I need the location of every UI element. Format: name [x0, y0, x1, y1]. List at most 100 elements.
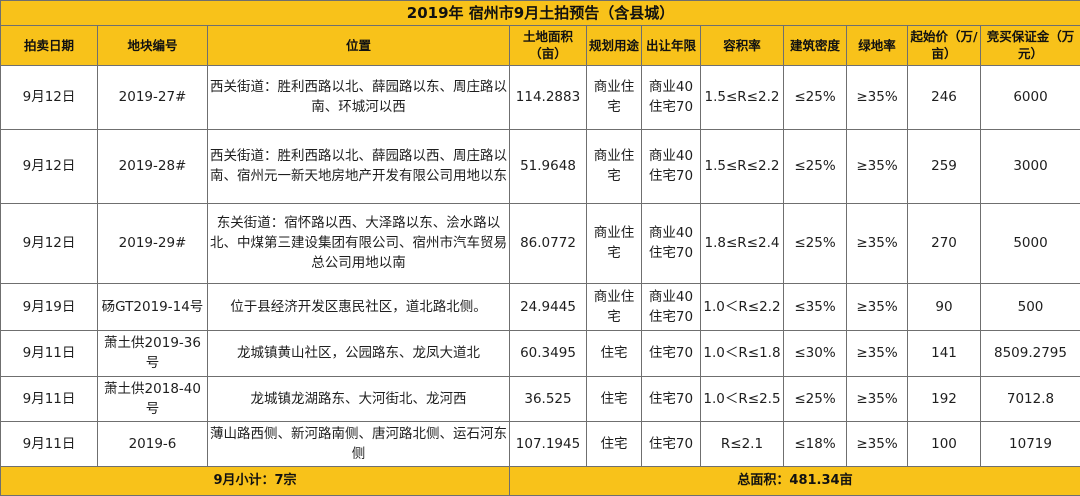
- term-cell: 住宅70: [641, 375, 701, 422]
- table-row: 9月11日 萧土供2019-36号 龙城镇黄山社区，公园路东、龙凤大道北 60.349…: [0, 330, 1080, 377]
- usage-cell: 商业住宅: [586, 282, 642, 332]
- date-cell: 9月11日: [0, 375, 98, 422]
- plot-code-cell: 2019-29#: [97, 202, 208, 284]
- header-usage: 规划用途: [586, 24, 642, 66]
- table-row: 9月12日 2019-29# 东关街道：宿怀路以西、大泽路以东、浍水路以北、中煤第三…: [0, 202, 1080, 284]
- table-title: 2019年 宿州市9月土拍预告（含县城）: [0, 0, 1080, 26]
- density-cell: ≤25%: [783, 202, 847, 284]
- location-cell: 龙城镇黄山社区，公园路东、龙凤大道北: [207, 330, 510, 377]
- plot-ratio-cell: 1.5≤R≤2.2: [700, 64, 784, 130]
- start-price-cell: 100: [907, 420, 981, 468]
- term-cell: 商业40住宅70: [641, 282, 701, 332]
- term-cell: 住宅70: [641, 420, 701, 468]
- area-cell: 114.2883: [509, 64, 587, 130]
- date-cell: 9月11日: [0, 420, 98, 468]
- area-cell: 107.1945: [509, 420, 587, 468]
- plot-code-cell: 2019-27#: [97, 64, 208, 130]
- header-density: 建筑密度: [783, 24, 847, 66]
- area-cell: 60.3495: [509, 330, 587, 377]
- plot-ratio-cell: R≤2.1: [700, 420, 784, 468]
- header-row: 拍卖日期 地块编号 位置 土地面积（亩） 规划用途 出让年限 容积率 建筑密度 绿地率 起始价（万…: [0, 24, 1080, 66]
- green-rate-cell: ≥35%: [846, 202, 908, 284]
- plot-ratio-cell: 1.8≤R≤2.4: [700, 202, 784, 284]
- green-rate-cell: ≥35%: [846, 420, 908, 468]
- deposit-cell: 7012.8: [980, 375, 1080, 422]
- start-price-cell: 270: [907, 202, 981, 284]
- header-plot-code: 地块编号: [97, 24, 208, 66]
- green-rate-cell: ≥35%: [846, 282, 908, 332]
- plot-code-cell: 萧土供2018-40号: [97, 375, 208, 422]
- green-rate-cell: ≥35%: [846, 375, 908, 422]
- table-row: 9月19日 砀GT2019-14号 位于县经济开发区惠民社区，道北路北侧。 24.94…: [0, 282, 1080, 332]
- footer-row: 9月小计：7宗 总面积：481.34亩: [0, 466, 1080, 496]
- table-title-row: 2019年 宿州市9月土拍预告（含县城）: [0, 0, 1080, 26]
- location-cell: 薄山路西侧、新河路南侧、唐河路北侧、运石河东侧: [207, 420, 510, 468]
- deposit-cell: 3000: [980, 128, 1080, 204]
- table-row: 9月11日 2019-6 薄山路西侧、新河路南侧、唐河路北侧、运石河东侧 107.19…: [0, 420, 1080, 468]
- term-cell: 商业40住宅70: [641, 202, 701, 284]
- green-rate-cell: ≥35%: [846, 330, 908, 377]
- green-rate-cell: ≥35%: [846, 64, 908, 130]
- header-green-rate: 绿地率: [846, 24, 908, 66]
- plot-ratio-cell: 1.0＜R≤1.8: [700, 330, 784, 377]
- table-row: 9月11日 萧土供2018-40号 龙城镇龙湖路东、大河街北、龙河西 36.525 住宅…: [0, 375, 1080, 422]
- density-cell: ≤35%: [783, 282, 847, 332]
- usage-cell: 商业住宅: [586, 64, 642, 130]
- term-cell: 商业40住宅70: [641, 128, 701, 204]
- density-cell: ≤18%: [783, 420, 847, 468]
- plot-code-cell: 砀GT2019-14号: [97, 282, 208, 332]
- header-deposit: 竞买保证金（万元）: [980, 24, 1080, 66]
- area-cell: 51.9648: [509, 128, 587, 204]
- header-plot-ratio: 容积率: [700, 24, 784, 66]
- area-cell: 24.9445: [509, 282, 587, 332]
- location-cell: 西关街道：胜利西路以北、薛园路以西、周庄路以南、宿州元一新天地房地产开发有限公司…: [207, 128, 510, 204]
- area-cell: 36.525: [509, 375, 587, 422]
- date-cell: 9月12日: [0, 128, 98, 204]
- location-cell: 西关街道：胜利西路以北、薛园路以东、周庄路以南、环城河以西: [207, 64, 510, 130]
- density-cell: ≤25%: [783, 64, 847, 130]
- term-cell: 住宅70: [641, 330, 701, 377]
- plot-code-cell: 2019-6: [97, 420, 208, 468]
- location-cell: 龙城镇龙湖路东、大河街北、龙河西: [207, 375, 510, 422]
- header-location: 位置: [207, 24, 510, 66]
- usage-cell: 住宅: [586, 330, 642, 377]
- table-row: 9月12日 2019-28# 西关街道：胜利西路以北、薛园路以西、周庄路以南、宿州元…: [0, 128, 1080, 204]
- header-date: 拍卖日期: [0, 24, 98, 66]
- start-price-cell: 90: [907, 282, 981, 332]
- date-cell: 9月11日: [0, 330, 98, 377]
- date-cell: 9月12日: [0, 64, 98, 130]
- density-cell: ≤30%: [783, 330, 847, 377]
- deposit-cell: 5000: [980, 202, 1080, 284]
- header-area: 土地面积（亩）: [509, 24, 587, 66]
- deposit-cell: 500: [980, 282, 1080, 332]
- start-price-cell: 192: [907, 375, 981, 422]
- deposit-cell: 10719: [980, 420, 1080, 468]
- location-cell: 东关街道：宿怀路以西、大泽路以东、浍水路以北、中煤第三建设集团有限公司、宿州市汽…: [207, 202, 510, 284]
- header-term: 出让年限: [641, 24, 701, 66]
- header-start-price: 起始价（万/亩）: [907, 24, 981, 66]
- date-cell: 9月12日: [0, 202, 98, 284]
- green-rate-cell: ≥35%: [846, 128, 908, 204]
- term-cell: 商业40住宅70: [641, 64, 701, 130]
- start-price-cell: 246: [907, 64, 981, 130]
- usage-cell: 住宅: [586, 420, 642, 468]
- plot-ratio-cell: 1.5≤R≤2.2: [700, 128, 784, 204]
- density-cell: ≤25%: [783, 128, 847, 204]
- usage-cell: 住宅: [586, 375, 642, 422]
- plot-ratio-cell: 1.0＜R≤2.2: [700, 282, 784, 332]
- deposit-cell: 8509.2795: [980, 330, 1080, 377]
- location-cell: 位于县经济开发区惠民社区，道北路北侧。: [207, 282, 510, 332]
- start-price-cell: 259: [907, 128, 981, 204]
- table-row: 9月12日 2019-27# 西关街道：胜利西路以北、薛园路以东、周庄路以南、环城河…: [0, 64, 1080, 130]
- usage-cell: 商业住宅: [586, 128, 642, 204]
- density-cell: ≤25%: [783, 375, 847, 422]
- plot-ratio-cell: 1.0＜R≤2.5: [700, 375, 784, 422]
- plot-code-cell: 萧土供2019-36号: [97, 330, 208, 377]
- total-area-cell: 总面积：481.34亩: [509, 466, 1080, 496]
- start-price-cell: 141: [907, 330, 981, 377]
- plot-code-cell: 2019-28#: [97, 128, 208, 204]
- area-cell: 86.0772: [509, 202, 587, 284]
- subtotal-cell: 9月小计：7宗: [0, 466, 510, 496]
- date-cell: 9月19日: [0, 282, 98, 332]
